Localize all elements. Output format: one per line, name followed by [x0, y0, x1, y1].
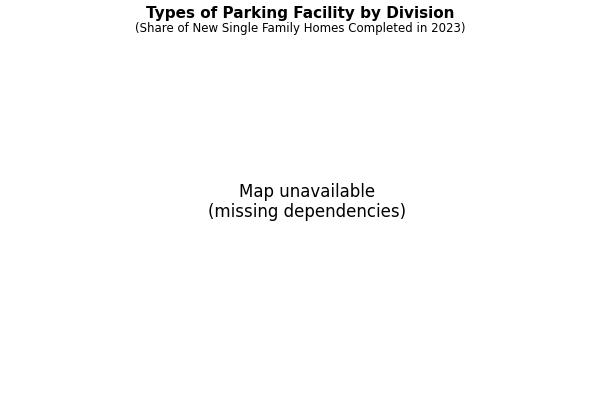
Text: Types of Parking Facility by Division: Types of Parking Facility by Division [146, 6, 454, 21]
Text: (Share of New Single Family Homes Completed in 2023): (Share of New Single Family Homes Comple… [135, 22, 465, 35]
Text: Map unavailable
(missing dependencies): Map unavailable (missing dependencies) [208, 182, 407, 222]
